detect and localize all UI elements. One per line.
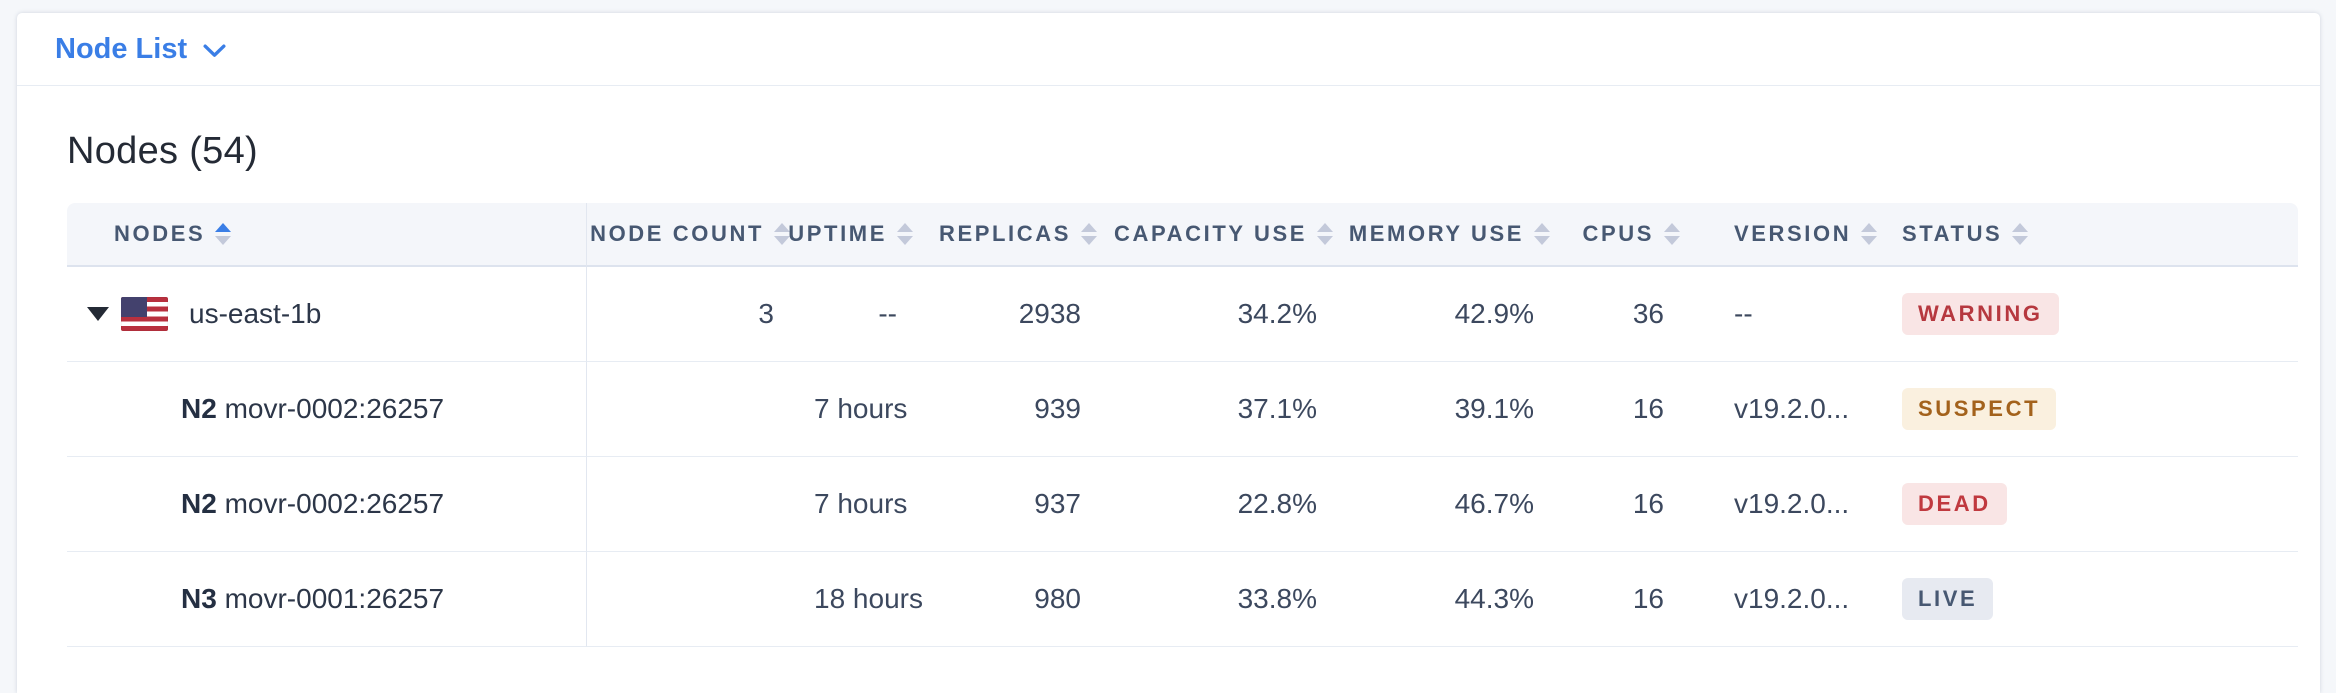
view-switcher-bar: Node List	[17, 13, 2320, 86]
replicas-cell: 2938	[937, 267, 1121, 362]
sort-icon[interactable]	[2012, 223, 2029, 245]
cpus-cell: 16	[1574, 362, 1704, 457]
table-row-node[interactable]: N3 movr-0001:26257 18 hours 980 33.8% 44…	[67, 552, 2298, 647]
view-switcher-dropdown[interactable]: Node List	[55, 33, 226, 66]
table-row-region[interactable]: us-east-1b 3 -- 2938 34.2% 42.9% 36 -- W…	[67, 267, 2298, 362]
sort-icon[interactable]	[1081, 223, 1097, 245]
status-badge: WARNING	[1902, 293, 2059, 335]
column-header-version[interactable]: VERSION	[1704, 203, 1894, 267]
column-header-memory-use[interactable]: MEMORY USE	[1349, 203, 1574, 267]
sort-icon[interactable]	[1861, 223, 1878, 245]
column-header-status[interactable]: STATUS	[1894, 203, 2298, 267]
status-badge: LIVE	[1902, 578, 1994, 620]
capacity-use-cell: 37.1%	[1121, 362, 1357, 457]
status-badge: DEAD	[1902, 483, 2007, 525]
replicas-cell: 937	[937, 457, 1121, 552]
view-switcher-label: Node List	[55, 32, 188, 65]
cpus-cell: 36	[1574, 267, 1704, 362]
us-flag-icon	[121, 297, 168, 331]
column-label: CAPACITY USE	[1114, 221, 1307, 246]
uptime-cell: 18 hours	[814, 552, 937, 647]
expand-caret-icon[interactable]	[87, 307, 109, 321]
node-count-cell: 3	[587, 267, 814, 362]
table-header-row: NODES NODE COUNT UPTIM	[67, 203, 2298, 267]
uptime-cell: --	[814, 267, 937, 362]
sort-icon[interactable]	[1534, 223, 1550, 245]
status-badge: SUSPECT	[1902, 388, 2057, 430]
column-label: REPLICAS	[938, 221, 1071, 246]
node-link[interactable]: N2 movr-0002:26257	[181, 488, 445, 519]
region-name: us-east-1b	[189, 298, 322, 329]
capacity-use-cell: 34.2%	[1121, 267, 1357, 362]
column-header-capacity-use[interactable]: CAPACITY USE	[1114, 203, 1357, 267]
node-count-cell	[587, 457, 814, 552]
node-link[interactable]: N3 movr-0001:26257	[181, 583, 445, 614]
page-title: Nodes (54)	[67, 130, 258, 172]
node-address: movr-0001:26257	[224, 583, 445, 614]
cpus-cell: 16	[1574, 457, 1704, 552]
replicas-cell: 980	[937, 552, 1121, 647]
sort-icon[interactable]	[1317, 223, 1333, 245]
column-header-nodes[interactable]: NODES	[67, 203, 587, 267]
node-link[interactable]: N2 movr-0002:26257	[181, 393, 445, 424]
column-label: NODE COUNT	[590, 221, 764, 246]
replicas-cell: 939	[937, 362, 1121, 457]
column-label: NODES	[114, 221, 206, 246]
column-header-node-count[interactable]: NODE COUNT	[587, 203, 814, 267]
column-label: UPTIME	[788, 221, 887, 246]
column-header-cpus[interactable]: CPUS	[1574, 203, 1704, 267]
cpus-cell: 16	[1574, 552, 1704, 647]
sort-icon[interactable]	[774, 223, 790, 245]
column-header-uptime[interactable]: UPTIME	[788, 203, 937, 267]
nodes-section: Nodes (54) NODES	[17, 86, 2320, 647]
capacity-use-cell: 33.8%	[1121, 552, 1357, 647]
version-cell: v19.2.0...	[1704, 457, 1894, 552]
column-header-replicas[interactable]: REPLICAS	[937, 203, 1121, 267]
column-label: CPUS	[1582, 221, 1654, 246]
node-list-card: Node List Nodes (54)	[17, 13, 2320, 693]
column-label: STATUS	[1902, 221, 2003, 246]
table-row-node[interactable]: N2 movr-0002:26257 7 hours 939 37.1% 39.…	[67, 362, 2298, 457]
node-table: NODES NODE COUNT UPTIM	[67, 203, 2298, 647]
uptime-cell: 7 hours	[814, 457, 937, 552]
uptime-cell: 7 hours	[814, 362, 937, 457]
version-cell: v19.2.0...	[1704, 362, 1894, 457]
memory-use-cell: 44.3%	[1357, 552, 1574, 647]
memory-use-cell: 39.1%	[1357, 362, 1574, 457]
version-cell: --	[1704, 267, 1894, 362]
version-cell: v19.2.0...	[1704, 552, 1894, 647]
node-address: movr-0002:26257	[224, 488, 445, 519]
chevron-down-icon	[203, 40, 226, 58]
table-row-node[interactable]: N2 movr-0002:26257 7 hours 937 22.8% 46.…	[67, 457, 2298, 552]
memory-use-cell: 46.7%	[1357, 457, 1574, 552]
memory-use-cell: 42.9%	[1357, 267, 1574, 362]
sort-icon[interactable]	[215, 223, 232, 245]
node-count-cell	[587, 362, 814, 457]
node-address: movr-0002:26257	[224, 393, 445, 424]
sort-icon[interactable]	[1664, 223, 1680, 245]
column-label: MEMORY USE	[1348, 221, 1524, 246]
column-label: VERSION	[1734, 221, 1852, 246]
sort-icon[interactable]	[897, 223, 913, 245]
node-count-cell	[587, 552, 814, 647]
capacity-use-cell: 22.8%	[1121, 457, 1357, 552]
